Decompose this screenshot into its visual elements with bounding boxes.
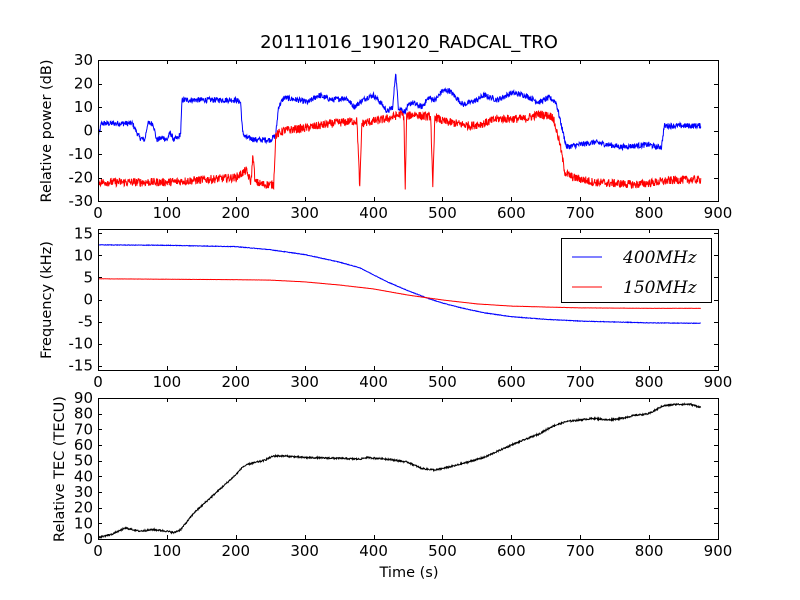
power-ytick-label--10: -10 xyxy=(69,145,94,163)
power-xtick-label-300: 300 xyxy=(290,204,319,222)
frequency-ytick-label-0: 0 xyxy=(83,291,93,309)
tec-series-0-line xyxy=(98,402,702,539)
legend-label-150mhz: 150MHz xyxy=(623,278,698,298)
tec-xtick-label-600: 600 xyxy=(497,542,526,560)
frequency-ytick-label-5: 5 xyxy=(83,268,93,286)
frequency-xtick-label-700: 700 xyxy=(566,373,595,391)
frequency-ytick-label-10: 10 xyxy=(74,246,93,264)
frequency-xtick-label-500: 500 xyxy=(428,373,457,391)
tec-xtick-label-200: 200 xyxy=(221,542,250,560)
tec-ytick-label-40: 40 xyxy=(74,467,93,485)
power-xtick-label-400: 400 xyxy=(359,204,388,222)
frequency-series-150mhz-line xyxy=(98,278,701,309)
frequency-xtick-label-200: 200 xyxy=(221,373,250,391)
power-ticks: 0 100 200 300 400 500 600 700 800 900 -30 -20 -10 0 10… xyxy=(69,51,733,222)
tec-panel-frame xyxy=(98,398,719,540)
tec-ytick-label-30: 30 xyxy=(74,483,93,501)
frequency-ytick-label--10: -10 xyxy=(69,335,94,353)
power-ytick-label--30: -30 xyxy=(69,192,94,210)
power-ytick-label-20: 20 xyxy=(74,75,93,93)
legend-box xyxy=(561,238,712,303)
tec-ytick-label-50: 50 xyxy=(74,452,93,470)
frequency-xtick-label-800: 800 xyxy=(635,373,664,391)
frequency-panel: 0 100 200 300 400 500 600 700 800 900 -15 -10 -5 0 5 10… xyxy=(39,224,732,391)
tec-xtick-label-800: 800 xyxy=(635,542,664,560)
tec-xtick-label-300: 300 xyxy=(290,542,319,560)
power-xtick-label-0: 0 xyxy=(93,204,103,222)
power-panel: 0 100 200 300 400 500 600 700 800 900 -30 -20 -10 0 10… xyxy=(39,51,732,222)
power-series-0-line xyxy=(98,73,702,152)
time-xlabel: Time (s) xyxy=(379,565,439,581)
frequency-xtick-label-400: 400 xyxy=(359,373,388,391)
tec-xtick-label-0: 0 xyxy=(93,542,103,560)
tec-xtick-label-100: 100 xyxy=(153,542,182,560)
tec-ylabel: Relative TEC (TECU) xyxy=(52,396,68,542)
tec-ytick-label-0: 0 xyxy=(83,530,93,548)
frequency-ylabel: Frequency (kHz) xyxy=(39,241,55,359)
power-ytick-label-10: 10 xyxy=(74,98,93,116)
legend: 400MHz 150MHz xyxy=(561,238,712,303)
frequency-xtick-label-600: 600 xyxy=(497,373,526,391)
power-ylabel: Relative power (dB) xyxy=(39,60,55,203)
tec-panel: 0 100 200 300 400 500 600 700 800 900 010203040506… xyxy=(52,389,732,581)
power-series-layer xyxy=(98,73,702,191)
tec-xtick-label-400: 400 xyxy=(359,542,388,560)
power-xtick-label-700: 700 xyxy=(566,204,595,222)
tec-series-layer xyxy=(98,402,702,539)
tec-ytick-label-60: 60 xyxy=(74,436,93,454)
frequency-series-layer xyxy=(98,243,701,325)
frequency-series-400mhz-line xyxy=(98,243,701,325)
frequency-ytick-label--5: -5 xyxy=(78,313,93,331)
power-ytick-label-30: 30 xyxy=(74,51,93,69)
frequency-xtick-label-100: 100 xyxy=(153,373,182,391)
power-ytick-label-0: 0 xyxy=(83,122,93,140)
tec-ytick-label-20: 20 xyxy=(74,499,93,517)
tec-xtick-label-900: 900 xyxy=(704,542,733,560)
frequency-ytick-label--15: -15 xyxy=(69,357,94,375)
frequency-ytick-label-15: 15 xyxy=(74,224,93,242)
frequency-xtick-label-900: 900 xyxy=(704,373,733,391)
tec-ytick-label-80: 80 xyxy=(74,405,93,423)
tec-ticks: 0 100 200 300 400 500 600 700 800 900 010203040506… xyxy=(74,389,732,560)
frequency-xtick-label-0: 0 xyxy=(93,373,103,391)
tec-xtick-label-700: 700 xyxy=(566,542,595,560)
power-series-1-line xyxy=(98,110,702,191)
frequency-xtick-label-300: 300 xyxy=(290,373,319,391)
tec-ytick-label-10: 10 xyxy=(74,514,93,532)
tec-ytick-label-70: 70 xyxy=(74,420,93,438)
power-ytick-label--20: -20 xyxy=(69,169,94,187)
power-xtick-label-200: 200 xyxy=(221,204,250,222)
power-xtick-label-100: 100 xyxy=(153,204,182,222)
power-xtick-label-500: 500 xyxy=(428,204,457,222)
tec-xtick-label-500: 500 xyxy=(428,542,457,560)
power-xtick-label-800: 800 xyxy=(635,204,664,222)
power-xtick-label-900: 900 xyxy=(704,204,733,222)
frequency-ticks: 0 100 200 300 400 500 600 700 800 900 -15 -10 -5 0 5 10… xyxy=(69,224,733,391)
tec-ytick-label-90: 90 xyxy=(74,389,93,407)
figure-title: 20111016_190120_RADCAL_TRO xyxy=(260,32,558,53)
power-xtick-label-600: 600 xyxy=(497,204,526,222)
legend-label-400mhz: 400MHz xyxy=(622,248,698,268)
